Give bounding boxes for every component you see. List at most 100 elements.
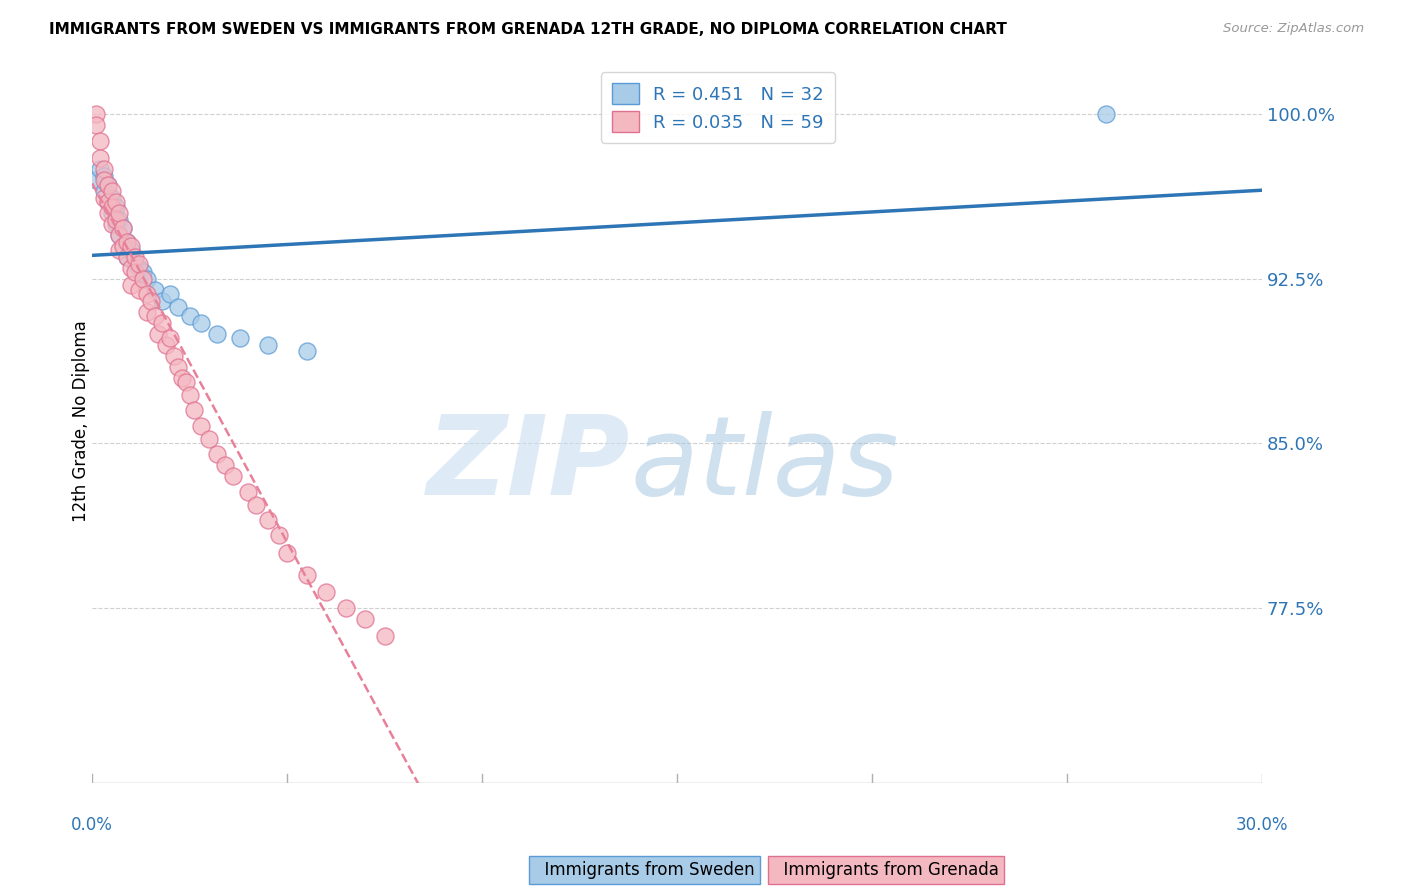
Point	[315, 585, 337, 599]
Point	[276, 546, 298, 560]
Text: IMMIGRANTS FROM SWEDEN VS IMMIGRANTS FROM GRENADA 12TH GRADE, NO DIPLOMA CORRELA: IMMIGRANTS FROM SWEDEN VS IMMIGRANTS FRO…	[49, 22, 1007, 37]
Point	[120, 260, 142, 275]
Point	[124, 265, 146, 279]
Point	[100, 200, 122, 214]
Point	[97, 195, 120, 210]
Point	[143, 283, 166, 297]
Legend: R = 0.451   N = 32, R = 0.035   N = 59: R = 0.451 N = 32, R = 0.035 N = 59	[602, 72, 835, 143]
Point	[135, 272, 157, 286]
Point	[128, 256, 150, 270]
Point	[93, 191, 115, 205]
Point	[104, 212, 127, 227]
Point	[198, 432, 221, 446]
Point	[108, 212, 131, 227]
Point	[174, 375, 197, 389]
Point	[205, 447, 228, 461]
Point	[100, 217, 122, 231]
Point	[112, 239, 135, 253]
Point	[108, 206, 131, 220]
Point	[89, 162, 111, 177]
Y-axis label: 12th Grade, No Diploma: 12th Grade, No Diploma	[72, 320, 90, 522]
Point	[124, 250, 146, 264]
Point	[112, 221, 135, 235]
Point	[221, 469, 243, 483]
Point	[124, 256, 146, 270]
Point	[104, 217, 127, 231]
Point	[112, 239, 135, 253]
Point	[117, 250, 139, 264]
Point	[132, 272, 155, 286]
Point	[128, 260, 150, 275]
Point	[93, 169, 115, 183]
Point	[229, 331, 252, 345]
Point	[354, 612, 377, 626]
Point	[295, 567, 318, 582]
Point	[132, 265, 155, 279]
Point	[335, 600, 357, 615]
Point	[205, 326, 228, 341]
Point	[100, 206, 122, 220]
Point	[100, 191, 122, 205]
Point	[97, 206, 120, 220]
Point	[93, 162, 115, 177]
Text: Immigrants from Grenada: Immigrants from Grenada	[773, 861, 1000, 879]
Point	[108, 244, 131, 258]
Point	[120, 239, 142, 253]
Point	[89, 151, 111, 165]
Point	[159, 287, 181, 301]
Point	[167, 359, 190, 374]
Text: Immigrants from Sweden: Immigrants from Sweden	[534, 861, 755, 879]
Point	[104, 200, 127, 214]
Text: atlas: atlas	[630, 411, 898, 518]
Point	[100, 184, 122, 198]
Point	[269, 528, 291, 542]
Point	[148, 326, 170, 341]
Point	[128, 283, 150, 297]
Point	[256, 513, 278, 527]
Text: 0.0%: 0.0%	[72, 816, 112, 834]
Point	[104, 195, 127, 210]
Point	[1095, 107, 1118, 121]
Point	[179, 309, 201, 323]
Point	[163, 349, 186, 363]
Point	[374, 629, 396, 643]
Point	[108, 227, 131, 242]
Point	[159, 331, 181, 345]
Point	[135, 287, 157, 301]
Point	[97, 195, 120, 210]
Point	[256, 337, 278, 351]
Point	[93, 173, 115, 187]
Point	[84, 173, 107, 187]
Point	[117, 250, 139, 264]
Point	[214, 458, 236, 473]
Point	[120, 244, 142, 258]
Point	[108, 227, 131, 242]
Point	[117, 235, 139, 249]
Point	[112, 221, 135, 235]
Point	[150, 293, 173, 308]
Point	[143, 309, 166, 323]
Point	[84, 119, 107, 133]
Text: ZIP: ZIP	[427, 411, 630, 518]
Point	[97, 178, 120, 192]
Point	[139, 293, 162, 308]
Point	[179, 388, 201, 402]
Point	[183, 403, 205, 417]
Point	[190, 316, 212, 330]
Point	[170, 370, 193, 384]
Point	[93, 184, 115, 198]
Point	[117, 235, 139, 249]
Point	[150, 316, 173, 330]
Point	[245, 498, 267, 512]
Text: 30.0%: 30.0%	[1236, 816, 1288, 834]
Point	[167, 301, 190, 315]
Point	[190, 418, 212, 433]
Point	[236, 484, 259, 499]
Point	[97, 178, 120, 192]
Point	[84, 107, 107, 121]
Point	[135, 305, 157, 319]
Point	[89, 134, 111, 148]
Text: Source: ZipAtlas.com: Source: ZipAtlas.com	[1223, 22, 1364, 36]
Point	[155, 337, 177, 351]
Point	[120, 278, 142, 293]
